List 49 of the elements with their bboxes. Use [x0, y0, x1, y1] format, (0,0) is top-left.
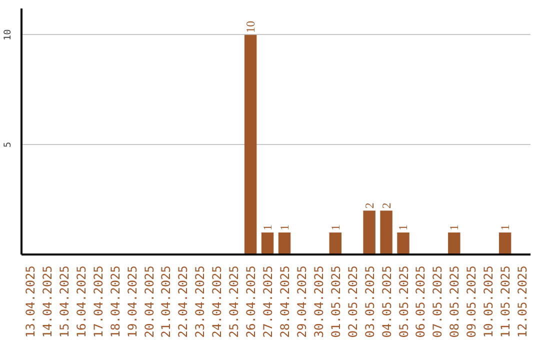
x-tick-label: 15.04.2025	[57, 265, 72, 338]
data-label: 1	[498, 224, 512, 231]
data-label: 2	[362, 202, 376, 209]
data-label: 1	[260, 224, 275, 231]
data-label: 1	[277, 224, 292, 231]
x-tick-label: 11.05.2025	[498, 265, 513, 338]
x-tick-label: 01.05.2025	[328, 265, 343, 338]
data-label: 2	[379, 202, 394, 209]
x-tick-label: 07.05.2025	[430, 265, 445, 338]
data-label: 1	[396, 224, 410, 231]
x-tick-label: 12.05.2025	[516, 265, 530, 338]
x-tick-label: 03.05.2025	[362, 265, 377, 338]
x-tick-label: 13.04.2025	[23, 265, 38, 338]
x-tick-label: 04.05.2025	[380, 265, 394, 338]
x-tick-label: 29.04.2025	[294, 265, 309, 338]
bar	[380, 210, 392, 254]
x-tick-label: 05.05.2025	[396, 265, 411, 338]
x-tick-label: 19.04.2025	[125, 265, 140, 338]
x-tick-label: 20.04.2025	[142, 265, 156, 338]
data-label: 10	[244, 20, 258, 33]
data-label: 1	[328, 224, 342, 231]
y-tick-label: 5	[2, 142, 14, 148]
bar	[448, 232, 460, 254]
x-tick-label: 23.04.2025	[193, 265, 208, 338]
x-tick-label: 02.05.2025	[346, 265, 360, 338]
x-tick-label: 18.04.2025	[108, 265, 122, 338]
bar	[329, 232, 342, 254]
x-tick-label: 08.05.2025	[448, 265, 462, 338]
x-tick-label: 17.04.2025	[91, 265, 106, 338]
x-tick-label: 16.04.2025	[74, 265, 88, 338]
bar	[278, 232, 291, 254]
bar	[498, 232, 512, 254]
x-tick-label: 22.04.2025	[176, 265, 190, 338]
bar	[363, 210, 376, 254]
x-tick-label: 14.04.2025	[40, 265, 54, 338]
x-tick-label: 06.05.2025	[414, 265, 428, 338]
bar	[261, 232, 274, 254]
x-tick-label: 09.05.2025	[464, 265, 479, 338]
data-label: 1	[447, 224, 462, 231]
x-tick-label: 24.04.2025	[210, 265, 224, 338]
x-tick-label: 21.04.2025	[159, 265, 174, 338]
x-tick-label: 28.04.2025	[278, 265, 292, 338]
bar	[397, 232, 410, 254]
x-tick-label: 25.04.2025	[227, 265, 242, 338]
x-tick-label: 10.05.2025	[482, 265, 496, 338]
x-tick-label: 30.04.2025	[312, 265, 326, 338]
x-tick-label: 26.04.2025	[244, 265, 258, 338]
x-tick-label: 27.04.2025	[261, 265, 276, 338]
bar	[244, 34, 257, 254]
